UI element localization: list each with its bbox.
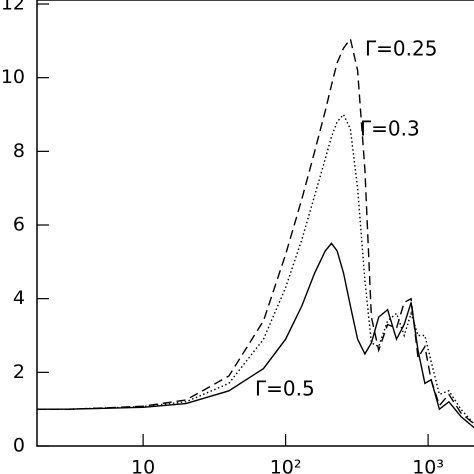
series-line <box>37 242 474 429</box>
series-label: Γ=0.3 <box>360 117 420 141</box>
y-tick-label: 12 <box>1 0 25 15</box>
x-tick-label: 10² <box>270 457 302 474</box>
y-tick-label: 2 <box>13 361 25 383</box>
y-tick-label: 8 <box>13 140 25 162</box>
y-tick-label: 0 <box>13 435 25 457</box>
x-tick-label: 10³ <box>412 457 444 474</box>
y-tick-label: 4 <box>13 287 25 309</box>
series-line <box>37 37 474 425</box>
series-label: Γ=0.5 <box>255 377 315 401</box>
plot-frame <box>36 0 474 447</box>
series-line <box>37 113 474 425</box>
y-tick-label: 10 <box>1 66 25 88</box>
y-tick-label: 6 <box>13 214 25 236</box>
x-tick-label: 10 <box>131 457 155 474</box>
series-label: Γ=0.25 <box>365 37 437 61</box>
